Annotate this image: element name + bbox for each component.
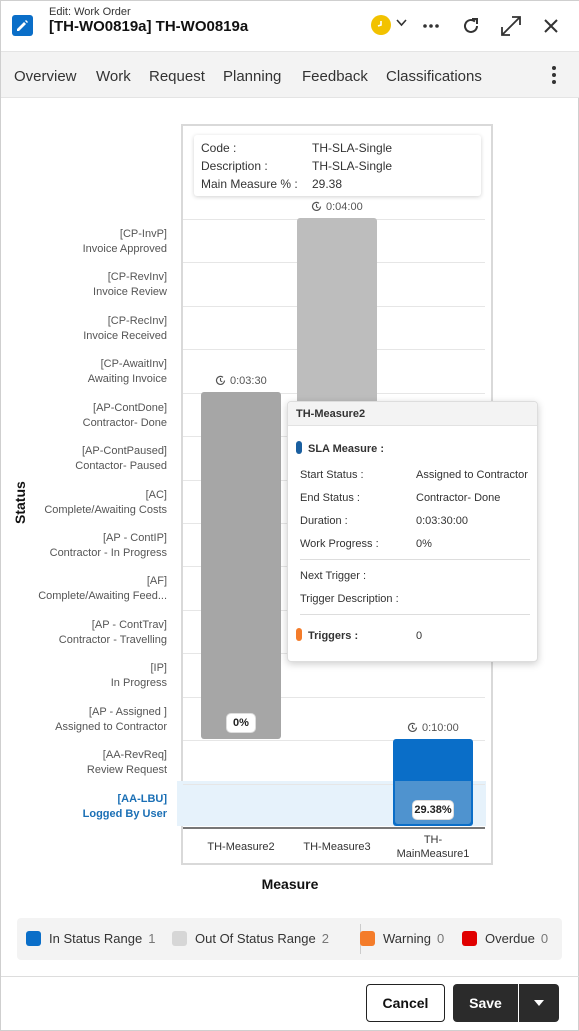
history-icon	[407, 722, 418, 732]
y-tick-label: [CP-RecInv] Invoice Received	[83, 315, 167, 342]
code-label: Code :	[201, 141, 237, 155]
y-axis-title: Status	[12, 481, 28, 524]
chevron-down-icon	[396, 19, 407, 27]
legend-warning[interactable]: Warning 0	[360, 931, 444, 946]
start-status-value: Assigned to Contractor	[416, 469, 528, 481]
progress-badge: 0%	[226, 713, 256, 733]
progress-badge: 29.38%	[412, 800, 454, 820]
legend-swatch	[172, 931, 187, 946]
end-status-label: End Status :	[300, 492, 360, 504]
tab-classifications[interactable]: Classifications	[386, 68, 482, 85]
x-axis-line	[183, 827, 485, 829]
work-progress-label: Work Progress :	[300, 538, 379, 550]
end-status-value: Contractor- Done	[416, 492, 501, 504]
tab-bar: Overview Work Request Planning Feedback …	[1, 51, 579, 98]
start-status-label: Start Status :	[300, 469, 364, 481]
dialog-title: [TH-WO0819a] TH-WO0819a	[49, 18, 249, 35]
sla-bar[interactable]	[201, 392, 281, 739]
x-tick-label: TH- MainMeasure1	[396, 834, 470, 860]
caret-down-icon	[534, 1000, 544, 1006]
y-tick-label: [AP-ContPaused] Contactor- Paused	[75, 445, 167, 472]
y-tick-label: [AP - ContIP] Contractor - In Progress	[49, 532, 167, 559]
edit-icon	[12, 15, 33, 36]
y-tick-label: [AP-ContDone] Contractor- Done	[82, 402, 167, 429]
x-axis-title: Measure	[261, 876, 319, 892]
grid-line	[183, 784, 485, 785]
grid-line	[183, 697, 485, 698]
triggers-heading: Triggers :	[296, 628, 358, 642]
legend-swatch	[462, 931, 477, 946]
trigger-marker-icon	[296, 628, 302, 641]
y-tick-label: [AA-RevReq] Review Request	[86, 749, 167, 776]
dialog-header: Edit: Work Order [TH-WO0819a] TH-WO0819a	[1, 1, 579, 51]
duration-label: 0:04:00	[311, 201, 363, 213]
legend-out-of-range[interactable]: Out Of Status Range 2	[172, 931, 329, 946]
y-tick-label: [CP-AwaitInv] Awaiting Invoice	[87, 358, 167, 385]
main-measure-label: Main Measure % :	[201, 177, 298, 191]
sla-bar[interactable]	[297, 218, 377, 435]
trigger-description-label: Trigger Description :	[300, 593, 399, 605]
legend-swatch	[360, 931, 375, 946]
sla-marker-icon	[296, 441, 302, 454]
y-tick-label: [AA-LBU] Logged By User	[82, 793, 167, 820]
save-button[interactable]: Save	[453, 984, 518, 1022]
tooltip-divider	[300, 614, 530, 615]
tooltip-title: TH-Measure2	[288, 402, 537, 426]
refresh-icon[interactable]	[459, 14, 483, 38]
tab-feedback[interactable]: Feedback	[302, 68, 368, 85]
y-tick-label: [AP - ContTrav] Contractor - Travelling	[58, 619, 167, 646]
more-horizontal-icon[interactable]	[419, 14, 443, 38]
grid-line	[183, 740, 485, 741]
y-tick-label: [AF] Complete/Awaiting Feed...	[38, 575, 167, 602]
duration-label: Duration :	[300, 515, 348, 527]
chart-legend: In Status Range 1 Out Of Status Range 2 Wa…	[17, 918, 562, 960]
x-tick-label: TH-Measure2	[207, 841, 275, 853]
save-options-button[interactable]	[519, 984, 559, 1022]
legend-swatch	[26, 931, 41, 946]
y-tick-label: [AC] Complete/Awaiting Costs	[44, 489, 167, 516]
y-tick-label: [AP - Assigned ] Assigned to Contractor	[55, 706, 167, 733]
history-icon	[311, 201, 322, 211]
tab-work[interactable]: Work	[96, 68, 131, 85]
duration-label: 0:03:30	[215, 375, 267, 387]
legend-overdue[interactable]: Overdue 0	[462, 931, 548, 946]
main-measure-value: 29.38	[312, 177, 343, 191]
history-icon	[215, 375, 226, 385]
cancel-button[interactable]: Cancel	[366, 984, 445, 1022]
x-tick-label: TH-Measure3	[303, 841, 371, 853]
y-tick-label: [CP-RevInv] Invoice Review	[93, 271, 167, 298]
tab-overview[interactable]: Overview	[14, 68, 77, 85]
description-value: TH-SLA-Single	[312, 159, 393, 173]
duration-value: 0:03:30:00	[416, 515, 468, 527]
footer-divider	[1, 976, 579, 977]
close-icon[interactable]	[539, 14, 563, 38]
y-tick-label: [IP] In Progress	[110, 662, 167, 689]
sla-clock-dropdown[interactable]	[371, 14, 411, 36]
dialog-subtitle: Edit: Work Order	[49, 6, 131, 18]
code-value: TH-SLA-Single	[312, 141, 393, 155]
triggers-count: 0	[416, 630, 423, 642]
sla-measure-heading: SLA Measure :	[296, 441, 384, 455]
next-trigger-label: Next Trigger :	[300, 570, 367, 582]
work-progress-value: 0%	[416, 538, 432, 550]
y-tick-label: [CP-InvP] Invoice Approved	[82, 228, 167, 255]
measure-tooltip: TH-Measure2 SLA Measure : Start Status :…	[287, 401, 538, 662]
duration-label: 0:10:00	[407, 722, 459, 734]
expand-icon[interactable]	[499, 14, 523, 38]
more-vertical-icon[interactable]	[544, 63, 564, 89]
tab-planning[interactable]: Planning	[223, 68, 282, 85]
description-label: Description :	[201, 159, 268, 173]
tooltip-divider	[300, 559, 530, 560]
legend-in-range[interactable]: In Status Range 1	[26, 931, 155, 946]
clock-icon	[371, 15, 391, 35]
sla-info-card: Code : TH-SLA-Single Description : TH-SL…	[194, 135, 481, 196]
tab-request[interactable]: Request	[149, 68, 205, 85]
